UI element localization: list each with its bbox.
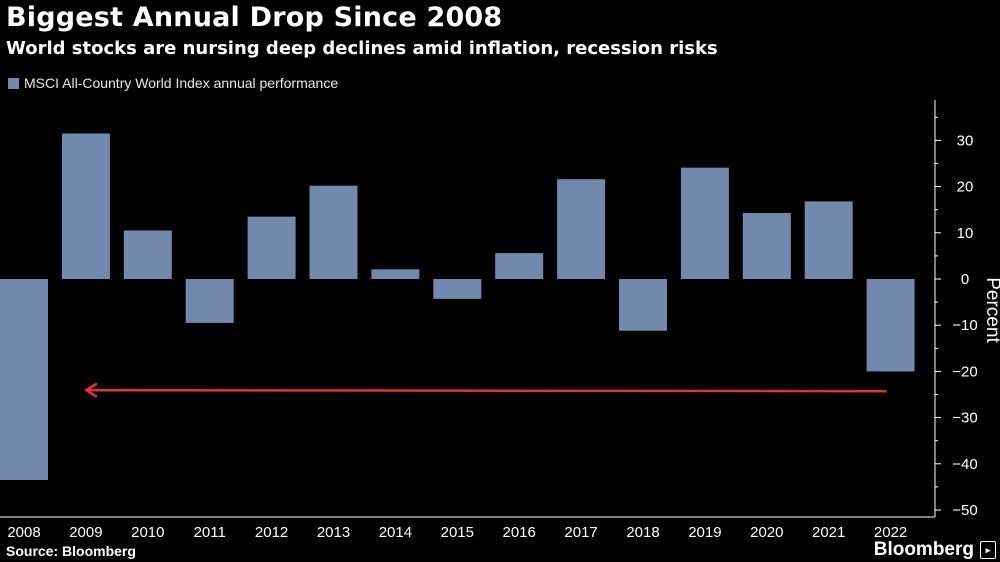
bloomberg-logo-icon: ▸ [980, 541, 996, 559]
y-tick-label--40: −40 [952, 456, 977, 473]
x-tick-label-2011: 2011 [194, 524, 226, 541]
x-tick-label-2019: 2019 [688, 524, 721, 541]
bar-2012 [247, 216, 296, 279]
x-tick-label-2017: 2017 [564, 524, 597, 541]
bar-2010 [123, 230, 172, 279]
x-tick-label-2014: 2014 [379, 524, 412, 541]
bar-2015 [433, 279, 482, 299]
x-tick-label-2012: 2012 [255, 524, 288, 541]
y-tick-label--50: −50 [952, 502, 977, 519]
bar-2018 [619, 279, 667, 331]
chart-title: Biggest Annual Drop Since 2008 [6, 2, 503, 33]
bar-2008 [0, 279, 48, 480]
brand-name: Bloomberg [873, 539, 974, 560]
x-tick-label-2021: 2021 [812, 524, 845, 541]
x-tick-label-2013: 2013 [317, 524, 350, 541]
bar-2021 [804, 201, 853, 279]
legend-swatch [8, 77, 19, 89]
y-tick-label-0: 0 [961, 271, 969, 288]
y-axis-label: Percent [982, 277, 1000, 343]
annotation-arrow-line [87, 388, 887, 393]
bar-2013 [309, 185, 358, 279]
y-tick-label-30: 30 [957, 132, 974, 149]
x-tick-label-2009: 2009 [69, 524, 102, 541]
x-tick-label-2018: 2018 [626, 524, 659, 541]
y-tick-label--10: −10 [952, 317, 977, 334]
bar-2011 [185, 279, 234, 323]
bar-2020 [742, 212, 791, 279]
legend-label: MSCI All-Country World Index annual perf… [24, 75, 339, 91]
annotation-arrowhead-icon [84, 382, 98, 398]
x-tick-label-2022: 2022 [874, 524, 907, 541]
y-tick-label--30: −30 [952, 410, 977, 427]
brand-logo: Bloomberg ▸ [874, 539, 996, 561]
bar-2019 [680, 167, 729, 279]
bar-2014 [371, 269, 420, 279]
legend: MSCI All-Country World Index annual perf… [8, 75, 338, 91]
x-tick-label-2016: 2016 [503, 524, 536, 541]
bar-2017 [557, 179, 606, 279]
x-tick-label-2015: 2015 [441, 524, 474, 541]
bar-2016 [495, 253, 544, 279]
source-note: Source: Bloomberg [6, 543, 136, 559]
y-tick-label-20: 20 [957, 179, 974, 196]
bar-2022 [866, 279, 915, 372]
x-tick-label-2020: 2020 [750, 524, 783, 541]
chart-subtitle: World stocks are nursing deep declines a… [6, 38, 718, 59]
x-tick-label-2010: 2010 [131, 524, 164, 541]
y-tick-label--20: −20 [952, 363, 977, 380]
x-tick-label-2008: 2008 [7, 524, 40, 541]
y-tick-label-10: 10 [957, 225, 974, 242]
bar-2009 [61, 133, 110, 279]
